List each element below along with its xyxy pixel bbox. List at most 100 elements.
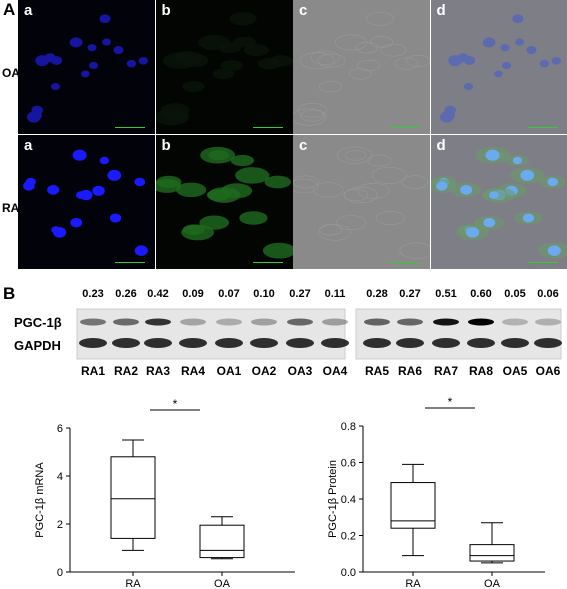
band [363,338,391,348]
band [501,338,529,348]
density-label: 0.05 [504,288,525,300]
band [144,338,172,348]
cell-outline [317,224,352,241]
nucleus [511,14,523,24]
lane-label: OA5 [503,364,528,378]
y-tick-label: 0 [57,567,63,579]
annotation: * [448,395,453,409]
scale-bar-label: 50 μm [542,268,553,269]
cells [439,14,561,123]
lane-label: RA4 [181,364,205,378]
image-letter: b [161,137,171,154]
nucleus [134,177,146,187]
nucleus [51,83,60,91]
nucleus [539,59,549,68]
micrograph: c 50 μm [293,0,430,134]
scale-bar-label: 50 μm [130,133,141,134]
lane-label: RA1 [81,364,105,378]
x-tick-label: RA [125,578,141,589]
cell [212,68,234,80]
band [251,318,277,326]
density-label: 0.26 [115,288,136,300]
nucleus [482,37,495,48]
band [322,318,348,326]
cell [262,242,293,259]
y-tick-label: 0.0 [341,567,356,579]
density-label: 0.42 [147,288,168,300]
cells [23,149,148,256]
image-letter: c [299,2,308,19]
cell [257,58,281,70]
nucleus [500,44,509,52]
nucleus [99,14,111,24]
band [364,318,390,326]
cell-outline [319,80,342,93]
density-label: 0.10 [253,288,274,300]
cell-outline [293,108,327,126]
nucleus [89,61,99,70]
cell [263,175,291,189]
cell [228,12,257,26]
lane-label: RA7 [434,364,458,378]
density-label: 0.28 [366,288,387,300]
nucleus [522,213,534,223]
y-tick-label: 0.4 [341,494,356,506]
density-label: 0.51 [435,288,456,300]
nucleus [493,70,503,78]
micrograph: b 50 μm [155,135,293,269]
cell-outline [380,43,407,57]
cell-outline [371,166,407,184]
image-letter: d [436,2,446,19]
nucleus [488,191,499,199]
nucleus [501,61,511,70]
image-letter: d [436,137,446,154]
nucleus [514,38,524,46]
box [110,456,156,539]
nucleus [99,156,110,165]
nucleus [81,70,90,78]
density-label: 0.60 [470,288,491,300]
nucleus [547,245,561,256]
nucleus [512,156,522,165]
nucleus [134,245,148,256]
band [179,338,207,348]
scale-bar [527,127,558,128]
nucleus [75,191,86,199]
scale-bar-label: 50 μm [130,268,141,269]
cell [199,146,235,164]
cell-outline [293,178,319,194]
lane-label: RA8 [469,364,493,378]
cell [230,154,254,167]
nucleus [92,185,105,196]
cells [155,12,293,126]
band [502,318,528,326]
cell-outline [336,215,367,231]
scale-bar [527,262,558,263]
nucleus [109,213,122,223]
band [287,318,313,326]
cell-outline [336,146,373,164]
density-label: 0.23 [82,288,103,300]
nucleus [69,37,83,48]
nucleus [519,169,534,181]
cell [181,81,205,92]
row-label: RA [2,201,20,215]
cell [218,42,241,54]
blot-row-label: GAPDH [14,338,61,353]
blot-frame [76,308,346,360]
row-label: OA [2,66,20,80]
micrograph: a 50 μm [18,0,155,134]
nucleus [465,227,479,238]
panel-label: A [3,0,16,19]
nucleus [435,181,448,191]
scale-bar-label: 50 μm [405,268,416,269]
nucleus [485,149,500,161]
cell-outline [349,68,372,80]
cell-outline [355,42,379,54]
cell-outline [365,11,394,26]
scale-bar [252,127,283,128]
cell-outline [394,57,419,70]
cell-outline [345,150,367,161]
nucleus [23,181,35,191]
